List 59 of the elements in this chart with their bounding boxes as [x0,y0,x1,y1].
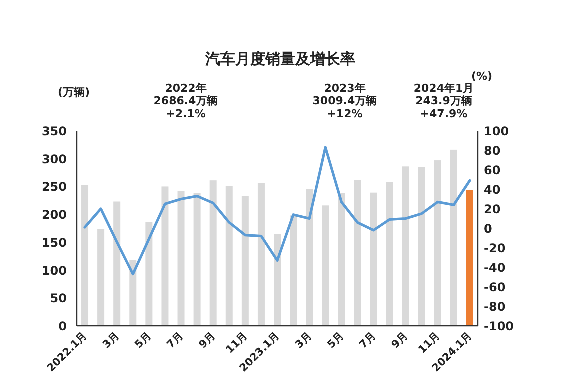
x-tick-label: 9月 [197,330,218,352]
y-tick-label: 50 [50,292,67,306]
bar [210,180,217,326]
y2-axis-title: (%) [471,70,493,83]
bar [146,222,153,326]
y2-tick-label: 40 [484,183,501,197]
y-tick-label: 250 [42,180,67,194]
bar [418,167,426,326]
x-tick-label: 3月 [100,330,122,352]
bar [306,190,314,326]
y2-tick-label: 80 [484,144,501,158]
bar [466,190,474,326]
y-tick-label: 200 [42,208,67,222]
y-tick-label: 150 [42,236,67,250]
bar [226,186,233,326]
bar [258,183,265,326]
y2-tick-label: -80 [484,300,506,314]
y2-tick-label: -20 [484,242,506,256]
y2-tick-label: -40 [484,261,506,275]
text: 2023年 3009.4万辆 +12% [312,82,378,120]
y-tick-label: 300 [42,152,67,166]
y-tick-label: 0 [58,320,67,334]
x-tick-label: 3月 [293,330,315,352]
y-tick-label: 350 [42,124,67,138]
bar [322,206,330,326]
bar [338,193,346,326]
bar [290,216,298,326]
y2-tick-label: -100 [484,320,514,334]
bar [98,229,105,326]
y-axis-title: (万辆) [58,86,90,99]
bar [354,180,362,326]
bar [178,191,185,326]
bar [370,192,378,326]
y2-tick-label: 100 [484,124,510,138]
text: 2022年 2686.4万辆 +2.1% [154,82,218,120]
bar [274,234,281,326]
x-tick-label: 9月 [390,330,411,352]
bar [162,186,169,326]
x-tick-label: 7月 [357,330,379,352]
y2-tick-label: 0 [484,222,492,236]
line-series [84,146,472,276]
bar [402,166,410,326]
y-tick-label: 100 [42,264,67,278]
bar [114,202,121,326]
y2-tick-label: 20 [484,202,501,216]
chart-title: 汽车月度销量及增长率 [204,50,356,68]
y2-tick-label: 60 [484,164,501,178]
text: 2024年1月 243.9万辆 +47.9% [414,82,474,120]
bar [130,260,137,326]
x-tick-label: 5月 [325,330,347,352]
bar [242,196,249,326]
bar [450,150,458,326]
bar [194,193,201,326]
bar [434,160,442,326]
bar [82,185,89,326]
x-tick-label: 7月 [164,330,186,352]
y2-tick-label: -60 [484,280,506,294]
bar [386,182,394,326]
x-tick-label: 5月 [132,330,154,352]
